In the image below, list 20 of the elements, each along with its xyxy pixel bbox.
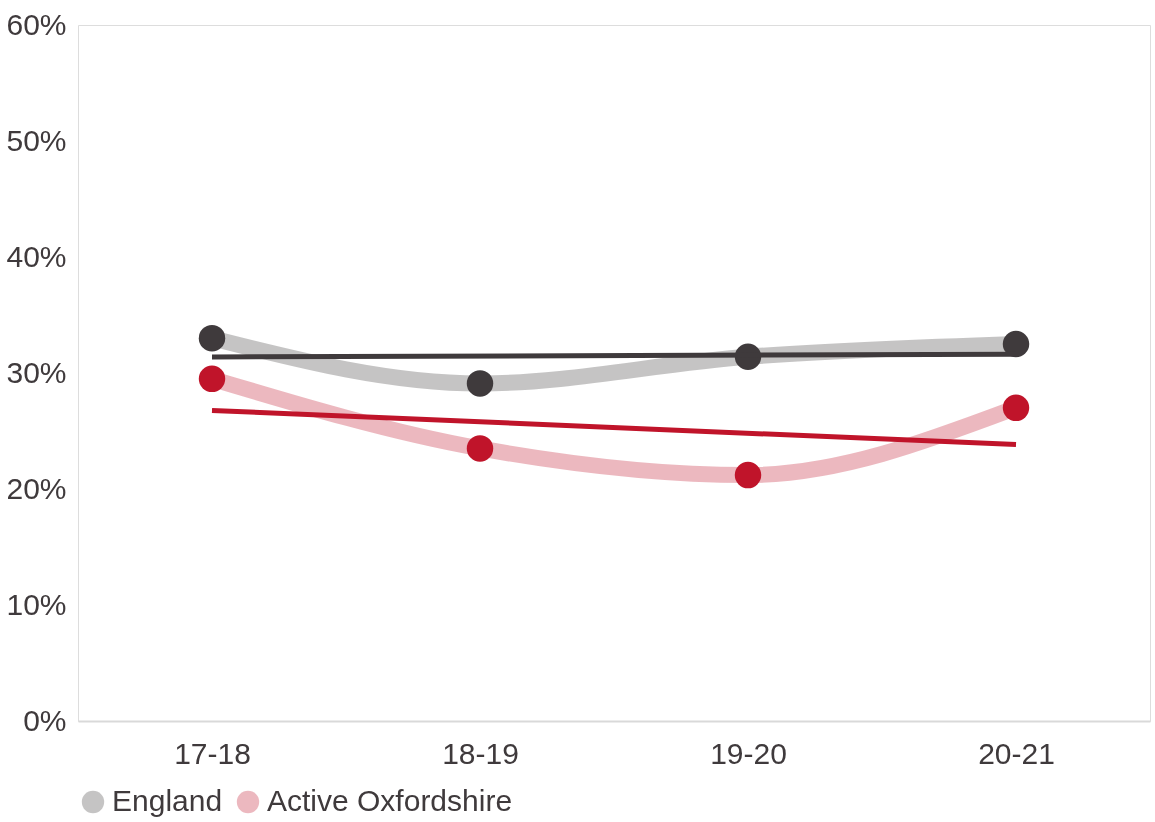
legend-label: Active Oxfordshire <box>267 784 513 817</box>
point <box>466 435 494 462</box>
y-tick-label: 0% <box>23 703 67 737</box>
y-tick-label: 30% <box>6 355 67 389</box>
point <box>1002 330 1030 358</box>
point <box>1002 394 1030 421</box>
y-tick-label: 40% <box>6 239 67 273</box>
y-tick-label: 20% <box>6 471 67 505</box>
point <box>734 461 762 489</box>
x-tick-label: 17-18 <box>174 736 251 770</box>
y-tick-label: 60% <box>6 7 67 41</box>
point <box>466 370 494 397</box>
x-tick-label: 18-19 <box>442 736 519 770</box>
point <box>198 325 226 352</box>
point <box>198 365 226 392</box>
y-tick-label: 50% <box>6 123 67 157</box>
x-tick-label: 20-21 <box>978 736 1055 770</box>
y-tick-label: 10% <box>6 587 67 621</box>
legend-label: England <box>112 784 223 817</box>
x-tick-label: 19-20 <box>710 736 787 770</box>
